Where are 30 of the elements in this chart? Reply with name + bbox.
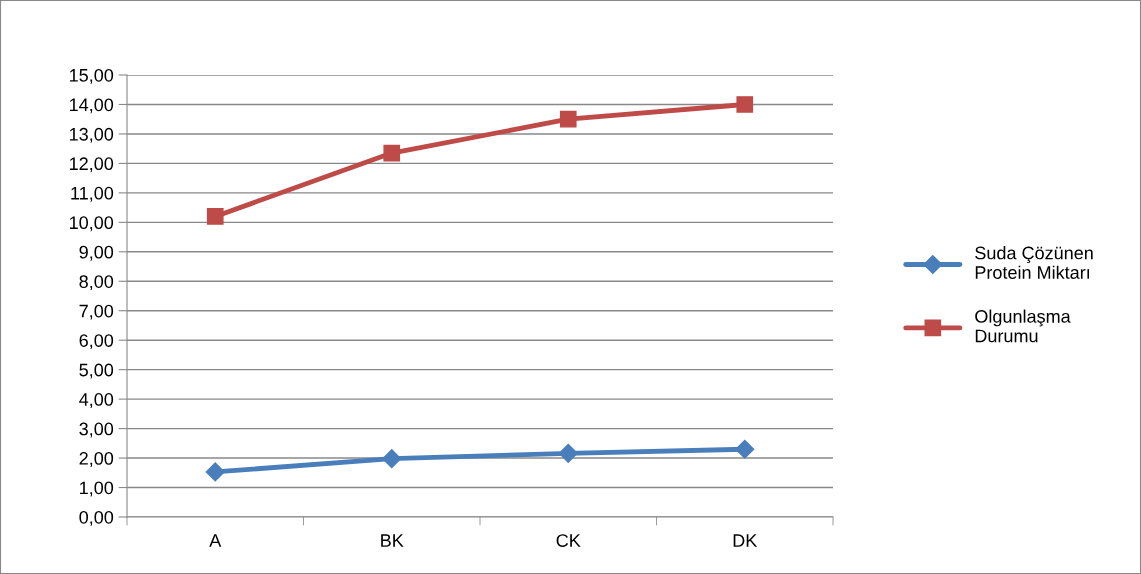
point bbox=[205, 462, 225, 482]
y-tick-label: 0,00 bbox=[79, 510, 114, 526]
point bbox=[558, 443, 578, 463]
legend-label: Olgunlaşma Durumu bbox=[975, 309, 1071, 343]
y-tick-label: 14,00 bbox=[70, 98, 114, 114]
y-tick-label: 10,00 bbox=[70, 216, 114, 232]
point bbox=[382, 449, 402, 469]
x-tick-label: A bbox=[209, 534, 222, 547]
y-tick-label: 13,00 bbox=[70, 127, 114, 143]
point bbox=[736, 96, 754, 113]
y-tick-label: 1,00 bbox=[80, 481, 114, 497]
y-tick-label: 15,00 bbox=[70, 68, 114, 84]
y-tick-label: 3,00 bbox=[79, 422, 114, 438]
x-tick-label: BK bbox=[381, 534, 404, 547]
y-tick-label: 6,00 bbox=[79, 334, 114, 350]
x-tick-label: DK bbox=[733, 534, 758, 547]
y-tick-label: 8,00 bbox=[79, 275, 114, 291]
y-tick-label: 2,00 bbox=[79, 452, 114, 467]
x-tick-label: CK bbox=[556, 534, 581, 547]
point bbox=[206, 208, 224, 225]
y-tick-label: 4,00 bbox=[79, 393, 114, 408]
point bbox=[735, 439, 755, 459]
y-tick-label: 9,00 bbox=[79, 245, 114, 261]
legend-label: Suda Çözünen Protein Miktarı bbox=[975, 246, 1093, 279]
point bbox=[383, 144, 401, 162]
y-tick-label: 11,00 bbox=[71, 186, 114, 202]
point bbox=[559, 110, 577, 128]
y-tick-label: 12,00 bbox=[70, 157, 114, 173]
y-tick-label: 7,00 bbox=[79, 304, 114, 320]
y-tick-label: 5,00 bbox=[79, 363, 114, 379]
